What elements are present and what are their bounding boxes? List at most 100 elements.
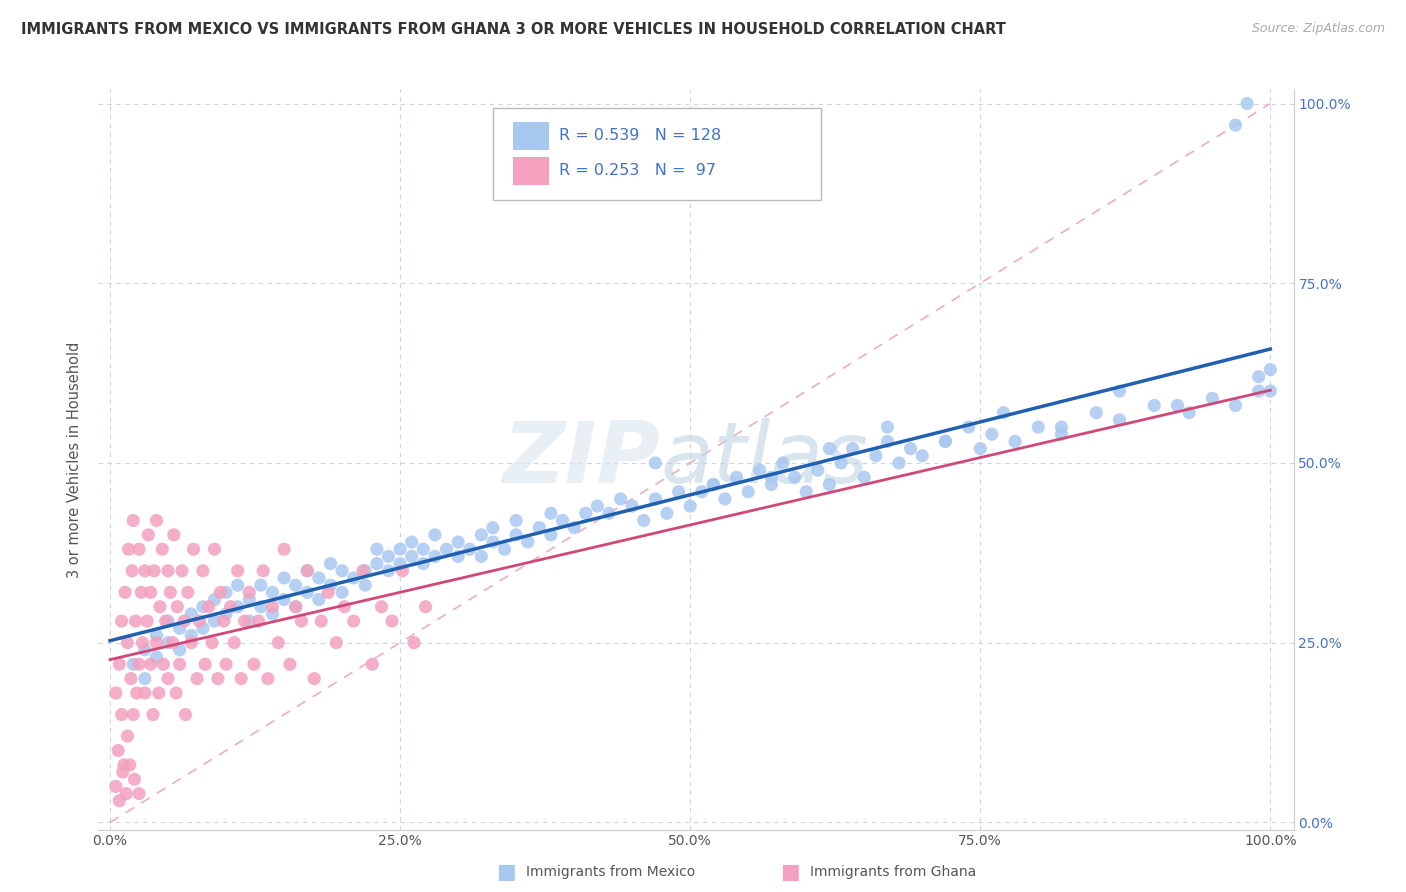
Point (1143, 399, 1166, 413)
Point (633, 513, 655, 527)
Point (128, 787, 150, 801)
Point (761, 470, 783, 484)
Point (204, 542, 226, 557)
Point (250, 599, 273, 614)
Point (887, 456, 910, 470)
Point (308, 571, 330, 585)
Point (575, 506, 598, 520)
Point (447, 549, 470, 564)
Point (841, 442, 863, 456)
Point (1178, 406, 1201, 420)
Point (308, 592, 330, 607)
Point (170, 564, 193, 578)
Point (865, 449, 887, 463)
Point (111, 614, 134, 628)
Point (122, 513, 145, 527)
Point (180, 607, 202, 621)
Point (818, 442, 841, 456)
Point (201, 635, 224, 649)
Point (621, 499, 644, 513)
Point (598, 506, 620, 520)
Point (830, 456, 852, 470)
Point (194, 657, 217, 672)
Point (262, 599, 284, 614)
Point (278, 657, 301, 672)
Point (188, 614, 211, 628)
Point (980, 427, 1002, 442)
FancyBboxPatch shape (494, 108, 821, 201)
Point (117, 729, 139, 743)
Point (191, 621, 214, 635)
Point (470, 549, 492, 564)
Point (139, 585, 162, 599)
Point (381, 614, 404, 628)
Point (131, 635, 153, 649)
Point (876, 434, 898, 449)
Point (150, 542, 173, 557)
Point (402, 635, 425, 649)
Point (219, 599, 242, 614)
Point (166, 599, 188, 614)
Point (389, 557, 412, 571)
Point (117, 542, 139, 557)
Point (586, 499, 609, 513)
Point (993, 406, 1015, 420)
Point (148, 686, 170, 700)
Point (818, 477, 841, 491)
Point (516, 535, 538, 549)
Point (256, 672, 278, 686)
Point (1108, 384, 1130, 398)
Point (330, 564, 353, 578)
Point (377, 564, 399, 578)
Text: ■: ■ (496, 863, 516, 882)
Point (370, 599, 392, 614)
Point (1225, 399, 1247, 413)
Point (142, 707, 165, 722)
Point (125, 686, 148, 700)
Point (145, 513, 167, 527)
Point (794, 484, 817, 499)
Point (183, 542, 205, 557)
Point (436, 542, 458, 557)
Point (157, 635, 180, 649)
Point (1201, 392, 1223, 406)
Point (180, 628, 202, 642)
Point (262, 607, 284, 621)
Point (1004, 434, 1026, 449)
Point (957, 420, 980, 434)
Point (215, 657, 238, 672)
Point (145, 628, 167, 642)
Point (494, 542, 516, 557)
Text: R = 0.253   N =  97: R = 0.253 N = 97 (558, 163, 716, 178)
Point (714, 491, 737, 506)
Point (423, 549, 446, 564)
Point (173, 614, 195, 628)
Point (772, 456, 794, 470)
Point (702, 477, 724, 491)
Point (297, 564, 319, 578)
Point (644, 491, 666, 506)
Point (155, 614, 177, 628)
Point (136, 528, 159, 542)
Point (124, 772, 146, 787)
Point (273, 592, 295, 607)
Point (118, 757, 141, 772)
Point (247, 614, 270, 628)
Point (352, 564, 374, 578)
Point (853, 470, 876, 484)
Point (120, 672, 142, 686)
Point (1026, 420, 1049, 434)
Point (204, 614, 226, 628)
Point (122, 707, 145, 722)
Point (284, 599, 307, 614)
Point (330, 585, 353, 599)
Point (1236, 96, 1258, 111)
Point (104, 686, 127, 700)
Point (319, 557, 342, 571)
Point (354, 578, 377, 592)
Text: atlas: atlas (661, 417, 868, 501)
Point (224, 635, 246, 649)
Point (1247, 384, 1270, 398)
Point (1258, 384, 1281, 398)
Point (969, 442, 991, 456)
